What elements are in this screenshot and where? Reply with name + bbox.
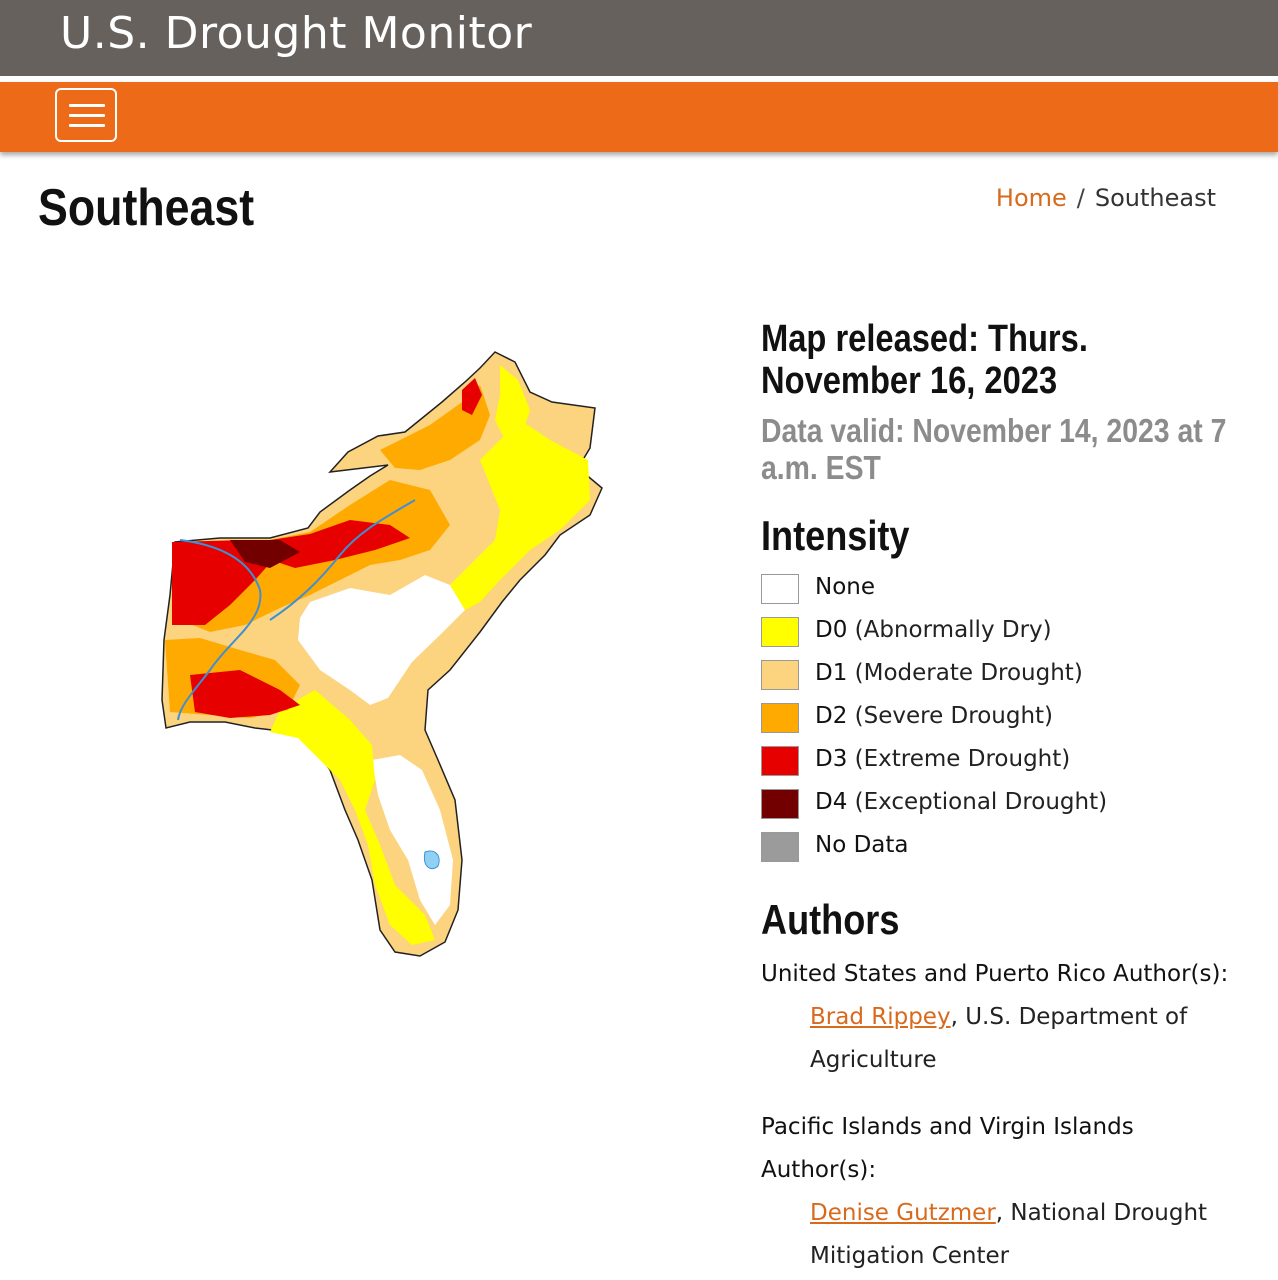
region-none-florida bbox=[372, 755, 453, 925]
us-authors-label: United States and Puerto Rico Author(s): bbox=[761, 961, 1229, 987]
legend-text: D4 (Exceptional Drought) bbox=[815, 789, 1107, 815]
region-d3-gulf bbox=[190, 670, 300, 718]
data-valid-date: Data valid: November 14, 2023 at 7 a.m. … bbox=[761, 412, 1227, 486]
legend-label: None bbox=[815, 574, 876, 600]
nav-bar bbox=[0, 82, 1278, 152]
swatch-d4 bbox=[761, 789, 799, 819]
river bbox=[177, 539, 262, 721]
pi-author-org-line: Mitigation Center bbox=[810, 1243, 1010, 1269]
breadcrumb-current: Southeast bbox=[1094, 184, 1216, 212]
author-link-denise-gutzmer[interactable]: Denise Gutzmer bbox=[810, 1200, 996, 1226]
legend-label: (Moderate Drought) bbox=[854, 660, 1083, 686]
legend-label: (Exceptional Drought) bbox=[854, 789, 1108, 815]
swatch-none bbox=[761, 574, 799, 604]
menu-bar bbox=[69, 124, 105, 127]
author-link-brad-rippey[interactable]: Brad Rippey bbox=[810, 1004, 951, 1030]
author-org: , U.S. Department of bbox=[950, 1004, 1188, 1030]
menu-bar bbox=[69, 104, 105, 107]
us-author-line: Brad Rippey, U.S. Department of bbox=[810, 996, 1187, 1039]
site-header: U.S. Drought Monitor bbox=[0, 0, 1278, 76]
swatch-d2 bbox=[761, 703, 799, 733]
swatch-d3 bbox=[761, 746, 799, 776]
swatch-no-data bbox=[761, 832, 799, 862]
legend-label: (Extreme Drought) bbox=[854, 746, 1071, 772]
legend-label: No Data bbox=[815, 832, 909, 858]
site-title[interactable]: U.S. Drought Monitor bbox=[60, 8, 533, 59]
region-d4-tn bbox=[230, 540, 300, 568]
hamburger-menu-icon[interactable] bbox=[55, 88, 117, 142]
map-released-text: Map released: Thurs. November 16, 2023 bbox=[761, 318, 1088, 402]
breadcrumb-separator: / bbox=[1076, 184, 1085, 212]
authors-heading: Authors bbox=[761, 896, 900, 943]
swatch-d1 bbox=[761, 660, 799, 690]
lake-okeechobee bbox=[423, 850, 440, 870]
river bbox=[269, 499, 416, 621]
map-released-date: Map released: Thurs. November 16, 2023 bbox=[761, 318, 1182, 402]
legend-text: D3 (Extreme Drought) bbox=[815, 746, 1070, 772]
region-d3-tn bbox=[265, 520, 410, 568]
legend-code: D2 bbox=[815, 703, 848, 729]
region-none-georgia bbox=[298, 575, 465, 705]
legend-text: No Data bbox=[815, 832, 909, 858]
region-d0-gulf bbox=[270, 690, 435, 945]
legend-code: D4 bbox=[815, 789, 848, 815]
breadcrumb: Home / Southeast bbox=[996, 184, 1216, 212]
intensity-heading: Intensity bbox=[761, 512, 910, 559]
legend-code: D1 bbox=[815, 660, 848, 686]
region-d0-va bbox=[495, 365, 530, 440]
header-divider bbox=[0, 76, 1278, 82]
legend-code: D3 bbox=[815, 746, 848, 772]
legend-text: D1 (Moderate Drought) bbox=[815, 660, 1083, 686]
pi-authors-label-2: Author(s): bbox=[761, 1157, 877, 1183]
menu-bar bbox=[69, 114, 105, 117]
us-author-org-line: Agriculture bbox=[810, 1047, 937, 1073]
legend-text: D0 (Abnormally Dry) bbox=[815, 617, 1052, 643]
legend-label: (Severe Drought) bbox=[854, 703, 1054, 729]
pi-author-line: Denise Gutzmer, National Drought bbox=[810, 1192, 1207, 1235]
region-d3-va bbox=[462, 378, 482, 415]
legend-text: None bbox=[815, 574, 875, 600]
drought-map[interactable] bbox=[150, 340, 610, 970]
pi-authors-label: Pacific Islands and Virgin Islands bbox=[761, 1114, 1134, 1140]
swatch-d0 bbox=[761, 617, 799, 647]
region-d0-coast bbox=[450, 420, 590, 610]
legend-text: D2 (Severe Drought) bbox=[815, 703, 1053, 729]
author-org: , National Drought bbox=[995, 1200, 1208, 1226]
breadcrumb-home-link[interactable]: Home bbox=[995, 184, 1067, 212]
page-title: Southeast bbox=[38, 179, 255, 237]
legend-label: (Abnormally Dry) bbox=[854, 617, 1052, 643]
legend-code: D0 bbox=[815, 617, 848, 643]
